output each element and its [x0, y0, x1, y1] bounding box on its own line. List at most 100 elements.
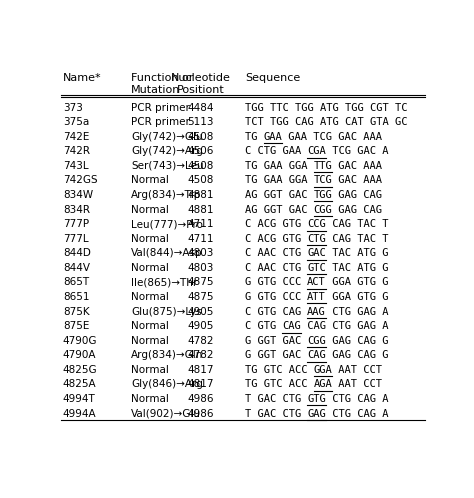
- Text: TCT TGG CAG ATG CAT GTA GC: TCT TGG CAG ATG CAT GTA GC: [245, 117, 407, 127]
- Text: 4986: 4986: [187, 394, 214, 404]
- Text: TG GTC ACC: TG GTC ACC: [245, 365, 313, 375]
- Text: PCR primer: PCR primer: [131, 117, 190, 127]
- Text: C CTG GAA: C CTG GAA: [245, 146, 307, 156]
- Text: CTG CAG A: CTG CAG A: [326, 408, 389, 418]
- Text: TCG GAC A: TCG GAC A: [326, 146, 389, 156]
- Text: Val(844)→Asp: Val(844)→Asp: [131, 249, 202, 258]
- Text: Gly(846)→Arg: Gly(846)→Arg: [131, 379, 203, 389]
- Text: Normal: Normal: [131, 394, 169, 404]
- Text: 4790A: 4790A: [63, 350, 96, 360]
- Text: Ser(743)→Leu: Ser(743)→Leu: [131, 161, 203, 171]
- Text: 4508: 4508: [188, 175, 214, 185]
- Text: AGA: AGA: [313, 379, 332, 389]
- Text: G GGT GAC: G GGT GAC: [245, 336, 307, 346]
- Text: Normal: Normal: [131, 234, 169, 244]
- Text: AAT CCT: AAT CCT: [332, 365, 382, 375]
- Text: Normal: Normal: [131, 365, 169, 375]
- Text: AAT CCT: AAT CCT: [332, 379, 382, 389]
- Text: T GAC CTG: T GAC CTG: [245, 394, 307, 404]
- Text: T GAC CTG: T GAC CTG: [245, 408, 307, 418]
- Text: 4506: 4506: [188, 146, 214, 156]
- Text: 4508: 4508: [188, 161, 214, 171]
- Text: Gly(742)→Arg: Gly(742)→Arg: [131, 146, 203, 156]
- Text: CCG: CCG: [307, 219, 326, 229]
- Text: Function or
Mutation: Function or Mutation: [131, 73, 193, 95]
- Text: G GTG CCC: G GTG CCC: [245, 277, 307, 287]
- Text: 4803: 4803: [188, 249, 214, 258]
- Text: Glu(875)→Lys: Glu(875)→Lys: [131, 307, 201, 317]
- Text: PCR primer: PCR primer: [131, 103, 190, 113]
- Text: 4782: 4782: [187, 350, 214, 360]
- Text: TCG: TCG: [313, 175, 332, 185]
- Text: 834R: 834R: [63, 205, 90, 215]
- Text: 4817: 4817: [187, 365, 214, 375]
- Text: 8651: 8651: [63, 292, 90, 302]
- Text: CAG TAC T: CAG TAC T: [326, 234, 389, 244]
- Text: G GTG CCC: G GTG CCC: [245, 292, 307, 302]
- Text: 844V: 844V: [63, 263, 90, 273]
- Text: CAG TAC T: CAG TAC T: [326, 219, 389, 229]
- Text: 4881: 4881: [187, 190, 214, 200]
- Text: 777P: 777P: [63, 219, 89, 229]
- Text: GGA GTG G: GGA GTG G: [326, 277, 389, 287]
- Text: CAG CTG GAG A: CAG CTG GAG A: [301, 321, 389, 331]
- Text: C AAC CTG: C AAC CTG: [245, 249, 307, 258]
- Text: Arg(834)→Trp: Arg(834)→Trp: [131, 190, 201, 200]
- Text: GTG: GTG: [307, 394, 326, 404]
- Text: CAG: CAG: [282, 321, 301, 331]
- Text: Normal: Normal: [131, 321, 169, 331]
- Text: 4484: 4484: [187, 103, 214, 113]
- Text: GAC AAA: GAC AAA: [332, 161, 382, 171]
- Text: ACT: ACT: [307, 277, 326, 287]
- Text: 777L: 777L: [63, 234, 89, 244]
- Text: 4790G: 4790G: [63, 336, 98, 346]
- Text: Normal: Normal: [131, 336, 169, 346]
- Text: GAG CAG: GAG CAG: [332, 205, 382, 215]
- Text: CAG: CAG: [307, 350, 326, 360]
- Text: 4508: 4508: [188, 131, 214, 142]
- Text: 4875: 4875: [187, 292, 214, 302]
- Text: GAG CAG G: GAG CAG G: [326, 336, 389, 346]
- Text: CGG: CGG: [307, 336, 326, 346]
- Text: 375a: 375a: [63, 117, 89, 127]
- Text: TG GAA GGA: TG GAA GGA: [245, 175, 313, 185]
- Text: 4711: 4711: [187, 219, 214, 229]
- Text: CGA: CGA: [307, 146, 326, 156]
- Text: TG: TG: [245, 131, 264, 142]
- Text: Val(902)→Glu: Val(902)→Glu: [131, 408, 201, 418]
- Text: Normal: Normal: [131, 292, 169, 302]
- Text: AG GGT GAC: AG GGT GAC: [245, 190, 313, 200]
- Text: 834W: 834W: [63, 190, 93, 200]
- Text: 742GS: 742GS: [63, 175, 98, 185]
- Text: 875E: 875E: [63, 321, 89, 331]
- Text: 865T: 865T: [63, 277, 89, 287]
- Text: CTG CAG A: CTG CAG A: [326, 394, 389, 404]
- Text: 4782: 4782: [187, 336, 214, 346]
- Text: Normal: Normal: [131, 205, 169, 215]
- Text: GTC: GTC: [307, 263, 326, 273]
- Text: G GGT GAC: G GGT GAC: [245, 350, 307, 360]
- Text: TAC ATG G: TAC ATG G: [326, 249, 389, 258]
- Text: 875K: 875K: [63, 307, 90, 317]
- Text: Normal: Normal: [131, 263, 169, 273]
- Text: Leu(777)→Pro: Leu(777)→Pro: [131, 219, 203, 229]
- Text: GAG CAG: GAG CAG: [332, 190, 382, 200]
- Text: GGA: GGA: [313, 365, 332, 375]
- Text: AG GGT GAC: AG GGT GAC: [245, 205, 313, 215]
- Text: 5113: 5113: [187, 117, 214, 127]
- Text: 4986: 4986: [187, 408, 214, 418]
- Text: 373: 373: [63, 103, 83, 113]
- Text: C AAC CTG: C AAC CTG: [245, 263, 307, 273]
- Text: Gly(742)→Glu: Gly(742)→Glu: [131, 131, 202, 142]
- Text: AAG: AAG: [307, 307, 326, 317]
- Text: C GTG: C GTG: [245, 321, 282, 331]
- Text: 4994T: 4994T: [63, 394, 96, 404]
- Text: CTG: CTG: [307, 234, 326, 244]
- Text: GGA GTG G: GGA GTG G: [326, 292, 389, 302]
- Text: GAC: GAC: [307, 249, 326, 258]
- Text: TG GAA GGA: TG GAA GGA: [245, 161, 313, 171]
- Text: C ACG GTG: C ACG GTG: [245, 219, 307, 229]
- Text: GAC AAA: GAC AAA: [332, 175, 382, 185]
- Text: Normal: Normal: [131, 175, 169, 185]
- Text: GAA TCG GAC AAA: GAA TCG GAC AAA: [282, 131, 382, 142]
